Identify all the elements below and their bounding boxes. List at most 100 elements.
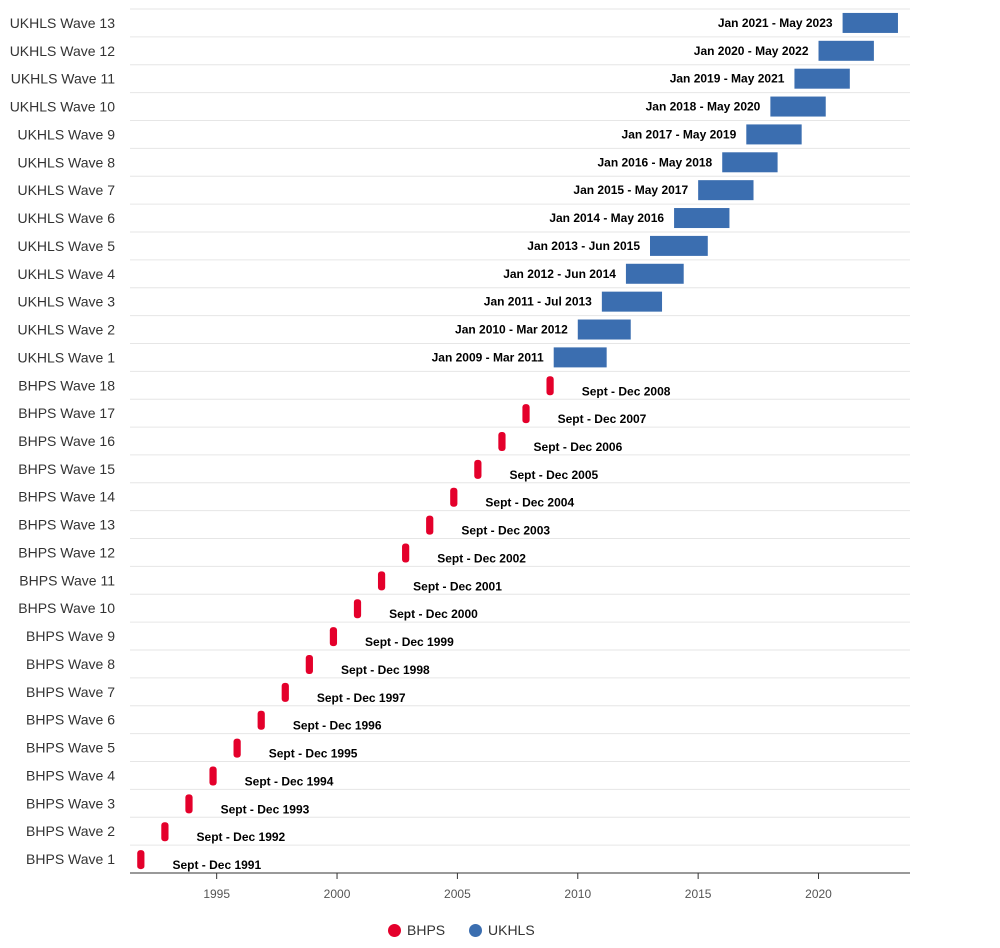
bhps-bar bbox=[450, 487, 458, 507]
data-label: Sept - Dec 1997 bbox=[317, 691, 406, 705]
category-label: BHPS Wave 7 bbox=[26, 684, 115, 700]
category-label: BHPS Wave 1 bbox=[26, 851, 115, 867]
data-label: Jan 2017 - May 2019 bbox=[622, 127, 737, 141]
category-label: BHPS Wave 12 bbox=[18, 544, 115, 560]
category-label: UKHLS Wave 4 bbox=[17, 266, 115, 282]
bhps-bar bbox=[185, 794, 193, 814]
bhps-bar bbox=[522, 404, 530, 424]
category-label: BHPS Wave 4 bbox=[26, 767, 115, 783]
data-label: Jan 2011 - Jul 2013 bbox=[484, 295, 592, 309]
category-label: BHPS Wave 14 bbox=[18, 489, 115, 505]
data-label: Sept - Dec 2004 bbox=[485, 496, 574, 510]
ukhls-bar bbox=[674, 208, 730, 229]
category-label: BHPS Wave 11 bbox=[19, 572, 115, 588]
ukhls-bar bbox=[698, 180, 754, 201]
category-label: UKHLS Wave 5 bbox=[17, 238, 115, 254]
bhps-bar bbox=[377, 571, 386, 591]
chart-legend: BHPS UKHLS bbox=[0, 922, 1000, 944]
data-label: Sept - Dec 2006 bbox=[534, 440, 623, 454]
category-label: UKHLS Wave 7 bbox=[17, 182, 115, 198]
data-label: Sept - Dec 2001 bbox=[413, 579, 502, 593]
legend-marker-bhps bbox=[388, 923, 401, 937]
data-label: Jan 2021 - May 2023 bbox=[718, 16, 833, 30]
x-tick-label: 2015 bbox=[685, 887, 712, 901]
bhps-bar bbox=[281, 682, 289, 702]
data-label: Sept - Dec 1994 bbox=[245, 774, 334, 788]
category-label: BHPS Wave 18 bbox=[18, 377, 115, 393]
ukhls-bar bbox=[818, 40, 874, 61]
legend-label-bhps: BHPS bbox=[407, 922, 446, 938]
bhps-bar bbox=[137, 850, 145, 870]
ukhls-bar bbox=[625, 263, 684, 284]
category-label: UKHLS Wave 3 bbox=[17, 294, 115, 310]
bhps-bar bbox=[353, 599, 362, 619]
data-label: Sept - Dec 2007 bbox=[558, 412, 647, 426]
ukhls-bar bbox=[842, 12, 898, 33]
x-tick-label: 2010 bbox=[564, 887, 591, 901]
category-label: UKHLS Wave 12 bbox=[10, 43, 116, 59]
data-label: Jan 2020 - May 2022 bbox=[694, 44, 809, 58]
data-label: Sept - Dec 2008 bbox=[582, 384, 671, 398]
category-label: UKHLS Wave 2 bbox=[17, 322, 115, 338]
category-label: BHPS Wave 16 bbox=[18, 433, 115, 449]
ukhls-bar bbox=[577, 319, 631, 340]
category-label: BHPS Wave 5 bbox=[26, 740, 115, 756]
bhps-bar bbox=[474, 459, 482, 479]
data-label: Sept - Dec 1999 bbox=[365, 635, 454, 649]
data-label: Sept - Dec 2003 bbox=[461, 524, 550, 538]
x-tick-label: 2000 bbox=[324, 887, 351, 901]
category-label: BHPS Wave 13 bbox=[18, 517, 115, 533]
data-label: Jan 2009 - Mar 2011 bbox=[432, 350, 544, 364]
data-label: Jan 2018 - May 2020 bbox=[646, 100, 761, 114]
data-label: Jan 2016 - May 2018 bbox=[597, 155, 712, 169]
bhps-bar bbox=[161, 822, 169, 842]
x-tick-label: 1995 bbox=[203, 887, 230, 901]
ukhls-bar bbox=[601, 291, 663, 312]
bhps-bar bbox=[498, 432, 506, 451]
data-label: Jan 2014 - May 2016 bbox=[549, 211, 664, 225]
data-label: Sept - Dec 1993 bbox=[221, 802, 310, 816]
legend-item-ukhls[interactable]: UKHLS bbox=[469, 922, 535, 938]
ukhls-bar bbox=[722, 152, 778, 173]
data-label: Jan 2019 - May 2021 bbox=[670, 72, 785, 86]
category-label: UKHLS Wave 13 bbox=[10, 15, 116, 31]
data-label: Sept - Dec 2000 bbox=[389, 607, 478, 621]
ukhls-bar bbox=[650, 235, 708, 256]
category-label: BHPS Wave 9 bbox=[26, 628, 115, 644]
ukhls-bar bbox=[770, 96, 826, 117]
data-label: Sept - Dec 2005 bbox=[509, 468, 598, 482]
data-label: Sept - Dec 1998 bbox=[341, 663, 430, 677]
ukhls-bar bbox=[553, 347, 607, 368]
data-label: Jan 2012 - Jun 2014 bbox=[503, 267, 616, 281]
legend-item-bhps[interactable]: BHPS bbox=[388, 922, 445, 938]
category-label: BHPS Wave 17 bbox=[18, 405, 115, 421]
bhps-bar bbox=[233, 738, 241, 758]
data-label: Jan 2013 - Jun 2015 bbox=[527, 239, 640, 253]
data-label: Sept - Dec 2002 bbox=[437, 551, 526, 565]
category-label: BHPS Wave 10 bbox=[18, 600, 115, 616]
category-label: UKHLS Wave 6 bbox=[17, 210, 115, 226]
bhps-bar bbox=[546, 376, 554, 396]
category-label: UKHLS Wave 9 bbox=[17, 126, 115, 142]
x-tick-label: 2020 bbox=[805, 887, 832, 901]
category-label: BHPS Wave 2 bbox=[26, 823, 115, 839]
category-label: UKHLS Wave 8 bbox=[17, 154, 115, 170]
timeline-chart: UKHLS Wave 13 Jan 2021 - May 2023 UKHLS Wa… bbox=[10, 8, 910, 901]
category-label: UKHLS Wave 1 bbox=[17, 349, 115, 365]
ukhls-bar bbox=[746, 124, 802, 145]
bhps-bar bbox=[329, 627, 338, 647]
bhps-bar bbox=[305, 654, 313, 674]
category-label: UKHLS Wave 11 bbox=[11, 71, 115, 87]
data-label: Sept - Dec 1992 bbox=[197, 830, 286, 844]
category-label: UKHLS Wave 10 bbox=[10, 99, 116, 115]
ukhls-bar bbox=[794, 68, 850, 89]
x-tick-label: 2005 bbox=[444, 887, 471, 901]
data-label: Jan 2015 - May 2017 bbox=[573, 183, 688, 197]
legend-label-ukhls: UKHLS bbox=[488, 922, 535, 938]
data-label: Sept - Dec 1996 bbox=[293, 719, 382, 733]
data-label: Jan 2010 - Mar 2012 bbox=[455, 323, 568, 337]
data-label: Sept - Dec 1991 bbox=[172, 858, 261, 872]
bhps-bar bbox=[209, 766, 217, 786]
category-label: BHPS Wave 6 bbox=[26, 712, 115, 728]
bhps-bar bbox=[426, 515, 434, 535]
